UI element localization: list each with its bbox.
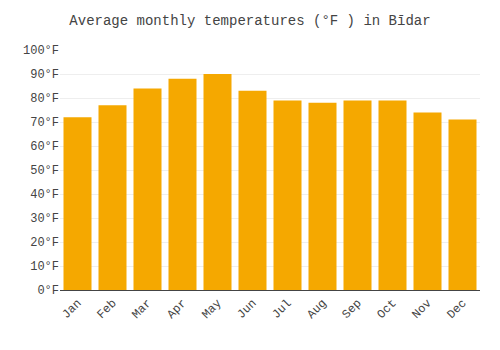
svg-text:100°F: 100°F [23, 44, 59, 58]
svg-text:Jun: Jun [234, 297, 259, 322]
svg-text:0°F: 0°F [37, 284, 59, 298]
svg-text:40°F: 40°F [30, 188, 59, 202]
svg-text:Jan: Jan [59, 297, 84, 322]
svg-text:Nov: Nov [409, 297, 434, 322]
svg-text:Oct: Oct [374, 297, 399, 322]
svg-text:50°F: 50°F [30, 164, 59, 178]
svg-text:70°F: 70°F [30, 116, 59, 130]
svg-text:Feb: Feb [94, 297, 119, 322]
svg-text:30°F: 30°F [30, 212, 59, 226]
svg-text:60°F: 60°F [30, 140, 59, 154]
svg-text:90°F: 90°F [30, 68, 59, 82]
svg-text:Mar: Mar [129, 297, 154, 322]
svg-text:Dec: Dec [444, 297, 469, 322]
svg-text:Jul: Jul [269, 297, 294, 322]
svg-text:Aug: Aug [304, 297, 329, 322]
svg-text:20°F: 20°F [30, 236, 59, 250]
svg-text:10°F: 10°F [30, 260, 59, 274]
svg-text:May: May [199, 297, 224, 322]
svg-text:Sep: Sep [339, 297, 364, 322]
svg-text:80°F: 80°F [30, 92, 59, 106]
svg-text:Apr: Apr [164, 297, 189, 322]
svg-text:Average monthly temperatures (: Average monthly temperatures (°F ) in Bī… [69, 13, 430, 29]
